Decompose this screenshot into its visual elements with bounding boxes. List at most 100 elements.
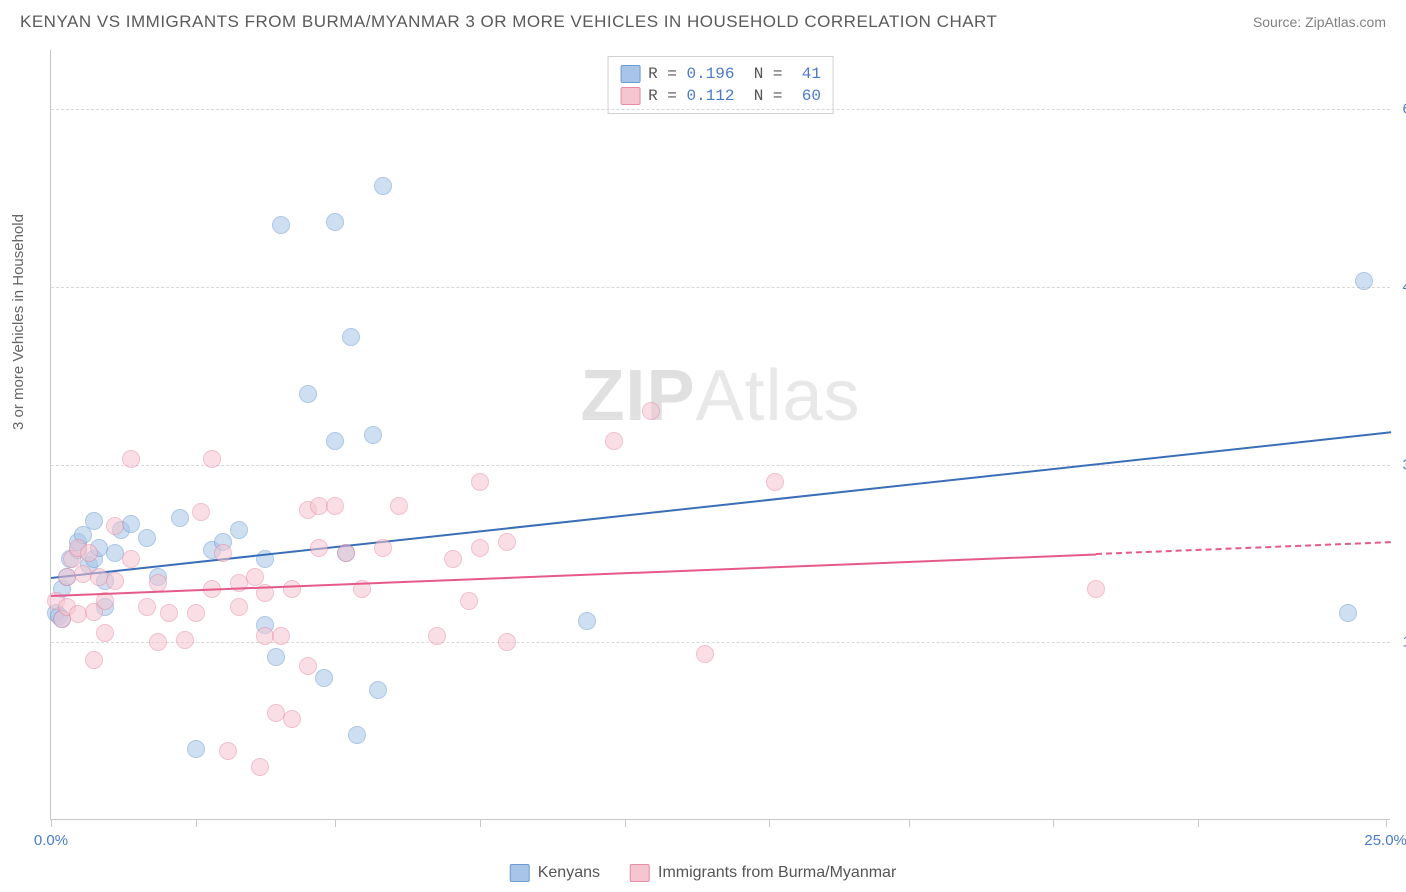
x-tick bbox=[909, 819, 910, 827]
watermark: ZIPAtlas bbox=[580, 355, 860, 437]
scatter-point bbox=[471, 473, 489, 491]
scatter-point bbox=[348, 726, 366, 744]
stats-text: R = 0.196 N = 41 bbox=[648, 65, 821, 83]
scatter-point bbox=[299, 657, 317, 675]
legend-swatch bbox=[620, 65, 640, 83]
x-tick bbox=[1198, 819, 1199, 827]
y-tick-label: 60.0% bbox=[1402, 101, 1406, 118]
x-tick bbox=[335, 819, 336, 827]
scatter-point bbox=[498, 633, 516, 651]
scatter-point bbox=[192, 503, 210, 521]
scatter-point bbox=[299, 385, 317, 403]
series-legend: Kenyans Immigrants from Burma/Myanmar bbox=[510, 864, 897, 882]
scatter-point bbox=[230, 521, 248, 539]
scatter-point bbox=[390, 497, 408, 515]
scatter-point bbox=[80, 544, 98, 562]
scatter-point bbox=[176, 631, 194, 649]
scatter-point bbox=[310, 539, 328, 557]
scatter-point bbox=[326, 497, 344, 515]
legend-swatch bbox=[510, 864, 530, 882]
scatter-point bbox=[326, 432, 344, 450]
legend-swatch bbox=[620, 87, 640, 105]
y-tick-label: 15.0% bbox=[1402, 634, 1406, 651]
source-attribution: Source: ZipAtlas.com bbox=[1253, 14, 1386, 30]
legend-item: Kenyans bbox=[510, 864, 600, 882]
legend-swatch bbox=[630, 864, 650, 882]
scatter-point bbox=[69, 605, 87, 623]
trend-line bbox=[51, 431, 1391, 579]
scatter-point bbox=[122, 550, 140, 568]
scatter-point bbox=[149, 633, 167, 651]
scatter-point bbox=[267, 648, 285, 666]
y-axis-label: 3 or more Vehicles in Household bbox=[10, 214, 27, 430]
stats-row: R = 0.112 N = 60 bbox=[620, 85, 821, 107]
scatter-point bbox=[364, 426, 382, 444]
scatter-point bbox=[444, 550, 462, 568]
scatter-point bbox=[369, 681, 387, 699]
stats-row: R = 0.196 N = 41 bbox=[620, 63, 821, 85]
scatter-point bbox=[315, 669, 333, 687]
scatter-point bbox=[283, 710, 301, 728]
scatter-point bbox=[106, 572, 124, 590]
gridline bbox=[51, 287, 1390, 288]
x-tick bbox=[625, 819, 626, 827]
scatter-point bbox=[283, 580, 301, 598]
legend-label: Immigrants from Burma/Myanmar bbox=[658, 864, 896, 882]
scatter-point bbox=[428, 627, 446, 645]
gridline bbox=[51, 465, 1390, 466]
stats-legend: R = 0.196 N = 41 R = 0.112 N = 60 bbox=[607, 56, 834, 114]
scatter-point bbox=[498, 533, 516, 551]
x-tick bbox=[1386, 819, 1387, 827]
scatter-point bbox=[1355, 272, 1373, 290]
scatter-point bbox=[219, 742, 237, 760]
scatter-point bbox=[106, 517, 124, 535]
scatter-point bbox=[138, 529, 156, 547]
scatter-point bbox=[337, 544, 355, 562]
scatter-point bbox=[138, 598, 156, 616]
x-tick bbox=[196, 819, 197, 827]
scatter-point bbox=[1087, 580, 1105, 598]
scatter-point bbox=[85, 651, 103, 669]
scatter-point bbox=[122, 450, 140, 468]
scatter-point bbox=[187, 740, 205, 758]
x-tick bbox=[1053, 819, 1054, 827]
scatter-point bbox=[230, 598, 248, 616]
gridline bbox=[51, 642, 1390, 643]
x-tick-label: 0.0% bbox=[34, 832, 68, 849]
trend-line bbox=[1096, 542, 1391, 556]
scatter-point bbox=[149, 574, 167, 592]
scatter-chart: ZIPAtlas R = 0.196 N = 41 R = 0.112 N = 6… bbox=[50, 50, 1390, 820]
scatter-point bbox=[85, 512, 103, 530]
scatter-point bbox=[1339, 604, 1357, 622]
x-tick bbox=[769, 819, 770, 827]
chart-title: KENYAN VS IMMIGRANTS FROM BURMA/MYANMAR … bbox=[20, 12, 997, 32]
scatter-point bbox=[696, 645, 714, 663]
scatter-point bbox=[272, 216, 290, 234]
scatter-point bbox=[374, 177, 392, 195]
scatter-point bbox=[74, 565, 92, 583]
scatter-point bbox=[578, 612, 596, 630]
scatter-point bbox=[326, 213, 344, 231]
scatter-point bbox=[471, 539, 489, 557]
y-tick-label: 30.0% bbox=[1402, 456, 1406, 473]
scatter-point bbox=[203, 450, 221, 468]
scatter-point bbox=[90, 568, 108, 586]
scatter-point bbox=[374, 539, 392, 557]
legend-item: Immigrants from Burma/Myanmar bbox=[630, 864, 896, 882]
scatter-point bbox=[122, 515, 140, 533]
scatter-point bbox=[160, 604, 178, 622]
scatter-point bbox=[251, 758, 269, 776]
scatter-point bbox=[460, 592, 478, 610]
scatter-point bbox=[342, 328, 360, 346]
x-tick bbox=[51, 819, 52, 827]
scatter-point bbox=[642, 402, 660, 420]
scatter-point bbox=[171, 509, 189, 527]
scatter-point bbox=[766, 473, 784, 491]
scatter-point bbox=[214, 544, 232, 562]
scatter-point bbox=[187, 604, 205, 622]
x-tick bbox=[480, 819, 481, 827]
y-tick-label: 45.0% bbox=[1402, 278, 1406, 295]
stats-text: R = 0.112 N = 60 bbox=[648, 87, 821, 105]
x-tick-label: 25.0% bbox=[1364, 832, 1406, 849]
scatter-point bbox=[272, 627, 290, 645]
